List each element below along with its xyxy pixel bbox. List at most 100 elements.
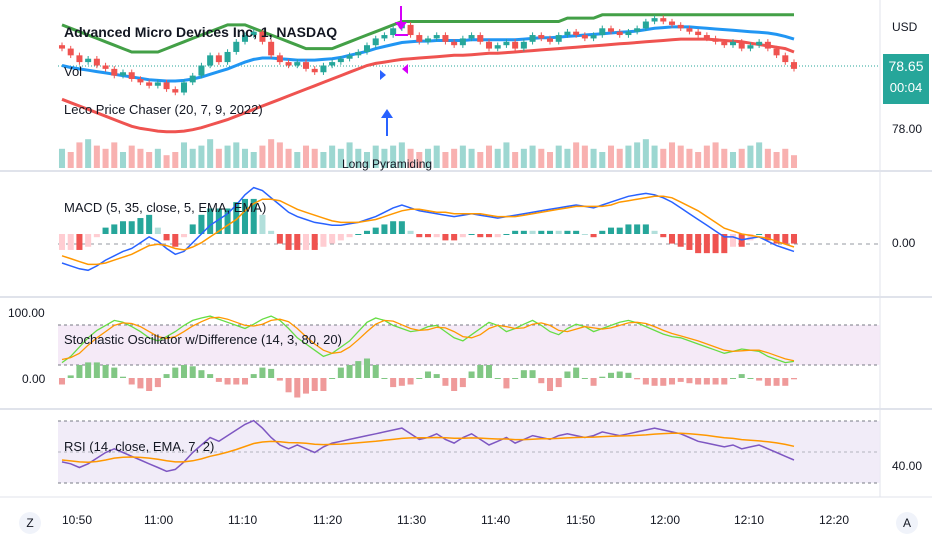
volume-bar	[111, 142, 118, 168]
stoch-k-line	[61, 315, 795, 364]
candle-body	[337, 58, 344, 63]
macd-histogram-bar	[634, 224, 641, 234]
stoch-diff-bar	[703, 378, 710, 385]
candle-body	[721, 41, 728, 46]
stoch-diff-bar	[363, 358, 371, 378]
candle-body	[67, 48, 74, 56]
stoch-diff-bar	[625, 372, 632, 378]
stoch-diff-bar	[372, 365, 379, 378]
stoch-diff-bar	[477, 365, 484, 378]
stoch-diff-bar	[747, 378, 754, 379]
candle-body	[172, 89, 179, 93]
volume-bar	[137, 148, 144, 168]
candle-body	[756, 41, 763, 46]
rsi-label[interactable]: RSI (14, close, EMA, 7, 2)	[64, 439, 215, 454]
rsi-ma-line	[61, 432, 795, 464]
candle-body	[494, 45, 501, 49]
candle-body	[564, 31, 571, 36]
candle-body	[355, 51, 362, 56]
candle-body	[782, 55, 789, 63]
candle-body	[276, 55, 283, 63]
macd-histogram-bar	[320, 234, 327, 247]
candle-body	[198, 65, 205, 76]
auto-scale-button[interactable]: A	[896, 512, 918, 534]
volume-bar	[424, 148, 432, 168]
candle-body	[677, 24, 684, 29]
candle-body	[119, 72, 127, 76]
volume-bar	[782, 148, 789, 168]
stoch-diff-bar	[686, 378, 693, 384]
volume-bar	[93, 145, 100, 168]
stoch-label[interactable]: Stochastic Oscillator w/Difference (14, …	[64, 332, 342, 347]
candle-body	[459, 38, 466, 46]
candle-body	[146, 82, 153, 86]
macd-histogram-bar	[102, 227, 109, 234]
candle-body	[363, 45, 371, 52]
macd-histogram-bar	[93, 234, 100, 238]
volume-bar	[738, 148, 745, 168]
candle-body	[294, 62, 301, 66]
stoch-diff-bar	[58, 378, 66, 385]
macd-histogram-bar	[642, 224, 649, 234]
volume-bar	[477, 152, 484, 168]
volume-bar	[660, 148, 667, 168]
candle-body	[668, 21, 676, 25]
candle-body	[346, 55, 353, 59]
candle-body	[250, 31, 257, 36]
time-tick: 12:10	[734, 513, 765, 527]
volume-bar	[337, 148, 344, 168]
indicator-label[interactable]: Leco Price Chaser (20, 7, 9, 2022)	[64, 102, 263, 117]
stoch-diff-bar	[259, 367, 266, 378]
stoch-diff-bar	[529, 370, 536, 378]
volume-bar	[198, 145, 205, 168]
macd-label[interactable]: MACD (5, 35, close, 5, EMA, EMA)	[64, 200, 267, 215]
volume-bar	[607, 145, 615, 168]
candle-body	[538, 35, 545, 39]
macd-histogram-bar	[85, 234, 92, 247]
volume-bar	[616, 148, 623, 168]
candle-body	[302, 62, 310, 69]
macd-histogram-bar	[494, 234, 501, 238]
volume-bar	[625, 145, 632, 168]
candle-body	[311, 68, 318, 73]
candle-body	[93, 58, 100, 66]
macd-histogram-bar	[346, 234, 353, 238]
stoch-diff-bar	[546, 378, 554, 391]
volume-bar	[294, 152, 301, 168]
pyramid-arrow-up-icon	[381, 109, 393, 136]
signal-marker-icon	[402, 64, 408, 74]
volume-bar	[329, 145, 336, 168]
macd-histogram-bar	[503, 234, 510, 235]
zoom-button[interactable]: Z	[19, 512, 41, 534]
stoch-diff-bar	[111, 367, 118, 378]
time-tick: 11:10	[228, 513, 258, 527]
macd-histogram-bar	[407, 230, 414, 234]
volume-bar	[180, 142, 188, 168]
volume-bar	[381, 148, 388, 168]
macd-histogram-bar	[590, 234, 597, 238]
volume-bar	[581, 145, 588, 168]
volume-bar	[355, 148, 362, 168]
macd-histogram-bar	[250, 198, 257, 234]
macd-histogram-bar	[137, 218, 144, 234]
vol-label[interactable]: Vol	[64, 64, 83, 79]
candle-body	[416, 35, 423, 42]
candle-body	[85, 58, 92, 63]
lower-band-line	[61, 37, 795, 134]
macd-histogram-bar	[355, 234, 362, 235]
candle-body	[468, 35, 475, 39]
macd-histogram-bar	[520, 230, 527, 234]
candle-body	[189, 75, 196, 83]
candle-body	[581, 35, 588, 39]
volume-bar	[76, 142, 83, 168]
volume-bar	[320, 152, 327, 168]
macd-histogram-bar	[677, 234, 684, 247]
macd-histogram-bar	[154, 227, 161, 234]
macd-histogram-bar	[302, 234, 310, 250]
candle-body	[529, 35, 536, 42]
volume-bar	[346, 142, 353, 168]
stoch-diff-bar	[102, 365, 109, 378]
time-tick: 11:50	[566, 513, 596, 527]
candle-body	[329, 62, 336, 66]
